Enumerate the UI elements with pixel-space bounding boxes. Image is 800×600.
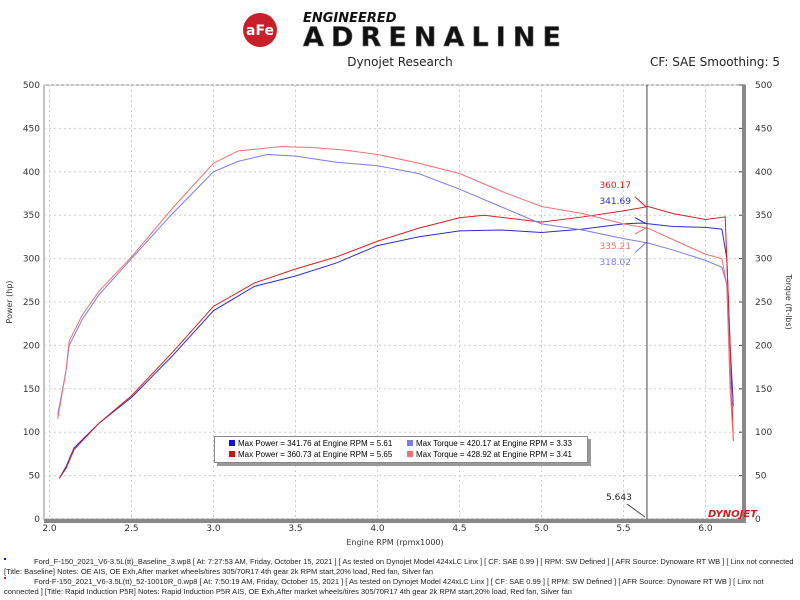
y-tick-label: 350 — [23, 211, 40, 221]
cursor-arrow — [626, 503, 646, 518]
readout-value: 360.17 — [599, 181, 631, 191]
y2-tick-label: 150 — [755, 385, 772, 395]
x-tick-label: 4.5 — [452, 524, 466, 534]
y2-tick-label: 50 — [755, 472, 767, 482]
svg-text:ENGINEERED: ENGINEERED — [303, 11, 397, 26]
y2-tick-label: 100 — [755, 428, 772, 438]
legend: Max Power = 341.76 at Engine RPM = 5.61 … — [214, 436, 588, 463]
y2-tick-label: 350 — [755, 211, 772, 221]
readout-arrow — [634, 217, 647, 225]
y2-tick-label: 200 — [755, 341, 772, 351]
y-tick-label: 450 — [23, 124, 40, 134]
x-axis-label: Engine RPM (rpmx1000) — [346, 538, 443, 547]
legend-item: Max Power = 360.73 at Engine RPM = 5.65 — [229, 450, 392, 459]
correction-settings: CF: SAE Smoothing: 5 — [649, 55, 780, 69]
y-tick-label: 500 — [23, 81, 40, 91]
y-tick-label: 200 — [23, 341, 40, 351]
series-line-p5r_power — [58, 206, 734, 479]
legend-item: Max Torque = 420.17 at Engine RPM = 3.33 — [407, 439, 572, 448]
run-info-baseline: Ford_F-150_2021_V6-3.5L(tt)_Baseline_3.w… — [34, 557, 794, 566]
x-tick-label: 3.0 — [206, 524, 221, 534]
y2-tick-label: 450 — [755, 124, 772, 134]
svg-text:aFe: aFe — [246, 23, 274, 39]
y2-tick-label: 250 — [755, 298, 772, 308]
y2-tick-label: 500 — [755, 81, 772, 91]
series-line-p5r_torque — [57, 146, 734, 441]
x-tick-label: 4.0 — [370, 524, 385, 534]
readout-value: 341.69 — [599, 197, 631, 207]
readout-value: 335.21 — [599, 242, 631, 252]
readout-arrow — [634, 196, 647, 208]
run-notes-baseline: [Title: Baseline] Notes: OE AIS, OE Exh,… — [4, 567, 434, 576]
y-tick-label: 150 — [23, 385, 40, 395]
legend-item: Max Torque = 428.92 at Engine RPM = 3.41 — [407, 450, 572, 459]
series-line-baseline_power — [58, 222, 734, 479]
x-tick-label: 2.0 — [42, 524, 57, 534]
chart-subtitle: Dynojet Research — [347, 55, 453, 69]
readout-arrow — [634, 227, 647, 235]
y2-axis-label: Torque (ft-lbs) — [784, 273, 793, 330]
run-info-p5r: Ford-F-150_2021_V6-3.5L(tt)_52-10010R_0.… — [34, 577, 764, 586]
y-tick-label: 0 — [34, 515, 40, 525]
afe-badge — [243, 13, 277, 47]
x-axis-bar — [44, 519, 745, 523]
y2-tick-label: 400 — [755, 168, 772, 178]
run-notes-p5r: connected ] [Title: Rapid Induction P5R]… — [4, 587, 572, 596]
legend-item: Max Power = 341.76 at Engine RPM = 5.61 — [229, 439, 392, 448]
y-tick-label: 50 — [29, 472, 41, 482]
y2-tick-label: 300 — [755, 255, 772, 265]
y2-tick-label: 0 — [755, 515, 761, 525]
readout-arrow — [634, 242, 647, 254]
cursor-rpm-label: 5.643 — [606, 493, 632, 503]
x-tick-label: 5.0 — [534, 524, 549, 534]
afe-adrenaline-logo: aFe ENGINEERED ADRENALINE — [243, 11, 561, 48]
x-tick-label: 5.5 — [616, 524, 630, 534]
x-tick-label: 3.5 — [288, 524, 302, 534]
y-tick-label: 300 — [23, 255, 40, 265]
series-line-baseline_torque — [57, 153, 734, 415]
y-tick-label: 400 — [23, 168, 40, 178]
y-axis-label: Power (hp) — [5, 280, 14, 323]
x-tick-label: 2.5 — [124, 524, 138, 534]
x-tick-label: 6.0 — [698, 524, 713, 534]
y2-axis-bar — [742, 85, 746, 523]
readout-value: 318.02 — [599, 258, 631, 268]
dynojet-watermark: DYNOJET — [708, 509, 758, 520]
svg-text:ADRENALINE: ADRENALINE — [303, 22, 561, 48]
y-tick-label: 250 — [23, 298, 40, 308]
y-tick-label: 100 — [23, 428, 40, 438]
